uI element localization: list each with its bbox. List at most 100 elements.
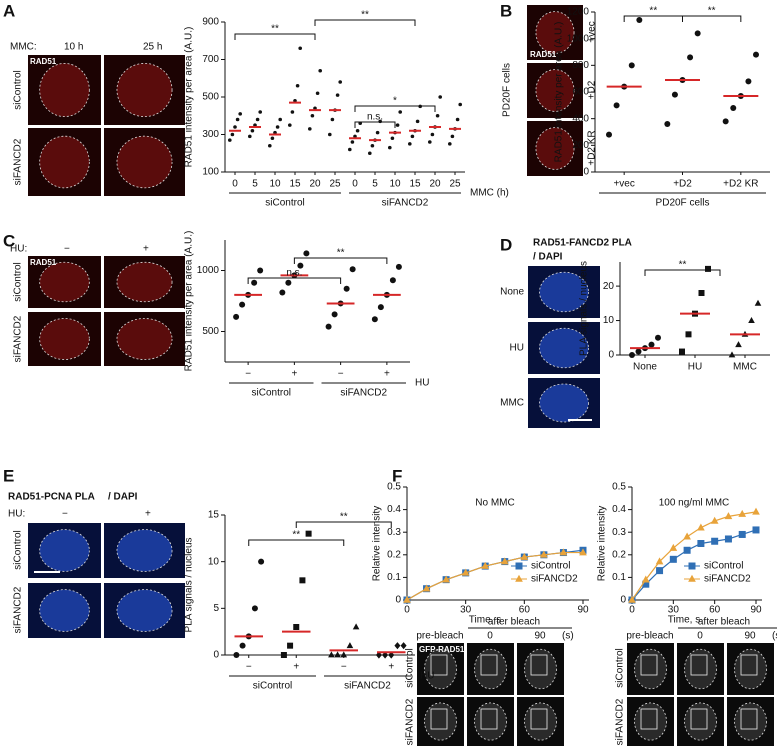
marker	[655, 557, 664, 565]
significance-bracket	[293, 257, 388, 264]
marker	[697, 540, 705, 547]
marker	[287, 642, 294, 649]
chart-title: No MMC	[475, 498, 514, 509]
nucleus-outline	[539, 383, 589, 423]
nucleus-outline	[684, 648, 717, 690]
y-tick-label: 0	[213, 650, 219, 661]
x-tick-label: +D2	[673, 179, 692, 190]
y-tick-label: 700	[202, 54, 219, 65]
x-tick-label: 30	[668, 605, 680, 616]
significance-bracket	[247, 277, 342, 284]
y-tick-label: 10	[208, 556, 220, 567]
significance-bracket	[644, 269, 721, 276]
significance-bracket	[234, 33, 316, 40]
marker	[290, 110, 295, 114]
significance-bracket	[354, 105, 436, 112]
marker	[348, 147, 352, 152]
marker	[752, 526, 760, 534]
marker	[730, 105, 737, 111]
row-label: siControl	[405, 648, 416, 687]
marker	[559, 548, 568, 556]
label: pre-bleach	[626, 631, 673, 642]
marker	[579, 548, 587, 556]
marker	[428, 140, 432, 144]
y-tick-label: 1000	[197, 265, 220, 276]
x-tick-label: 20	[429, 179, 441, 190]
label: +	[145, 509, 151, 520]
label: (s)	[772, 631, 777, 642]
marker	[280, 652, 287, 658]
y-tick-label: 300	[202, 129, 219, 140]
marker	[328, 132, 332, 137]
series-line	[631, 529, 757, 601]
y-tick-label: 5	[213, 603, 219, 614]
y-tick-label: 0.2	[612, 549, 626, 560]
marker	[722, 118, 729, 125]
row-label: siControl	[13, 262, 24, 301]
nucleus-outline	[474, 648, 507, 690]
marker	[346, 642, 354, 649]
marker	[738, 530, 746, 538]
significance-label: **	[679, 260, 687, 271]
marker	[500, 557, 509, 565]
bleach-box	[430, 708, 448, 730]
x-tick-label: 5	[372, 179, 378, 190]
label: / DAPI	[533, 252, 563, 263]
marker	[251, 605, 258, 612]
significance-label: n.s.	[286, 268, 302, 279]
marker	[368, 151, 372, 156]
marker	[648, 341, 655, 348]
bleach-box	[690, 708, 708, 730]
marker	[711, 537, 719, 545]
significance-bracket	[682, 15, 742, 22]
x-tick-label: 60	[709, 605, 721, 616]
marker	[515, 562, 523, 570]
marker	[299, 577, 306, 584]
label: MMC	[500, 398, 524, 409]
marker	[270, 136, 275, 141]
x-tick-label: 0	[404, 605, 410, 616]
marker	[636, 17, 643, 23]
y-axis-title: RAD51 intensity per area (A.U.)	[184, 27, 195, 168]
row-label: siFANCD2	[405, 698, 416, 745]
panel-label: F	[392, 466, 402, 485]
y-tick-label: 0.4	[387, 504, 401, 515]
nucleus-outline	[524, 702, 557, 741]
marker	[400, 642, 407, 650]
marker	[370, 143, 375, 148]
x-tick-label: MMC	[733, 362, 757, 373]
nucleus-outline	[116, 318, 173, 360]
series-line	[631, 511, 757, 601]
marker	[697, 523, 705, 531]
y-tick-label: 0	[395, 595, 401, 606]
x-tick-label: 25	[329, 179, 341, 190]
significance-label: n.s.	[367, 112, 383, 123]
marker	[635, 348, 642, 355]
y-tick-label: 0	[620, 595, 626, 606]
marker	[305, 530, 312, 537]
x-tick-label: 10	[389, 179, 401, 190]
nucleus-outline	[116, 63, 173, 118]
group-label: siControl	[253, 681, 292, 692]
label: HU:	[8, 509, 25, 520]
group-label: siControl	[265, 198, 304, 209]
marker	[377, 304, 384, 311]
marker	[683, 532, 691, 540]
nucleus-outline	[634, 648, 667, 690]
marker	[540, 550, 548, 558]
y-tick-label: 0.1	[612, 572, 626, 583]
x-tick-label: +	[293, 662, 299, 673]
nucleus-outline	[524, 648, 557, 690]
nucleus-outline	[539, 327, 589, 369]
significance-bracket	[354, 121, 396, 128]
nucleus-outline	[39, 261, 90, 303]
significance-label: **	[361, 10, 369, 21]
x-tick-label: 15	[409, 179, 421, 190]
marker	[458, 102, 463, 107]
row-label: PD20F cells	[502, 63, 513, 117]
marker	[335, 93, 340, 97]
marker	[735, 341, 742, 348]
marker	[350, 140, 355, 144]
nucleus-outline	[535, 11, 575, 54]
